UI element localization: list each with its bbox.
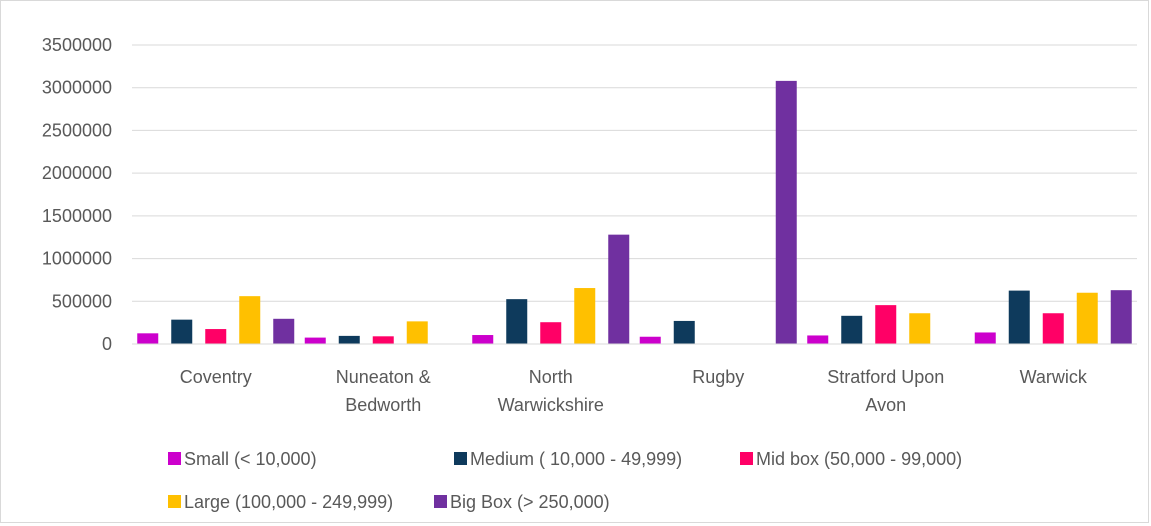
y-tick-label: 2500000 <box>42 120 112 140</box>
y-tick-label: 500000 <box>52 291 112 311</box>
legend-swatch <box>168 452 181 465</box>
bar-series-2 <box>171 319 193 344</box>
bar-series-2 <box>841 315 863 344</box>
legend-swatch <box>454 452 467 465</box>
x-axis-categories: Coventry Nuneaton & Bedworth North Warwicksh… <box>180 367 1088 415</box>
bar-series-5 <box>608 234 630 344</box>
x-category-label: Warwick <box>1020 367 1088 387</box>
legend-swatch <box>168 495 181 508</box>
bar-series-2 <box>673 320 695 344</box>
bar-series-3 <box>372 336 394 344</box>
bar-series-4 <box>1076 292 1098 344</box>
legend-label: Big Box (> 250,000) <box>450 492 610 512</box>
x-category-label: Nuneaton & <box>336 367 431 387</box>
legend-label: Mid box (50,000 - 99,000) <box>756 449 962 469</box>
legend-swatch <box>434 495 447 508</box>
y-tick-label: 3000000 <box>42 78 112 98</box>
y-axis-ticks: 0 500000 1000000 1500000 2000000 2500000 30000… <box>42 35 112 354</box>
bars <box>137 80 1132 344</box>
bar-series-1 <box>974 332 996 344</box>
bar-series-4 <box>406 321 428 344</box>
bar-series-1 <box>304 337 326 344</box>
x-category-label: North <box>529 367 573 387</box>
bar-series-1 <box>472 335 494 344</box>
gridlines <box>132 44 1137 302</box>
x-category-label: Avon <box>865 395 906 415</box>
legend-label: Small (< 10,000) <box>184 449 317 469</box>
y-tick-label: 0 <box>102 334 112 354</box>
legend-swatch <box>740 452 753 465</box>
y-tick-label: 1500000 <box>42 206 112 226</box>
bar-series-3 <box>875 305 897 344</box>
bar-series-1 <box>639 336 661 344</box>
bar-series-2 <box>1008 290 1030 344</box>
x-category-label: Stratford Upon <box>827 367 944 387</box>
bar-series-3 <box>1042 313 1064 344</box>
legend-label: Large (100,000 - 249,999) <box>184 492 393 512</box>
bar-series-3 <box>540 322 562 344</box>
y-tick-label: 3500000 <box>42 35 112 55</box>
x-category-label: Coventry <box>180 367 252 387</box>
legend: Small (< 10,000) Medium ( 10,000 - 49,999… <box>168 449 962 512</box>
bar-series-4 <box>574 288 596 344</box>
y-tick-label: 2000000 <box>42 163 112 183</box>
bar-series-1 <box>807 335 829 344</box>
x-category-label: Rugby <box>692 367 744 387</box>
x-category-label: Bedworth <box>345 395 421 415</box>
bar-series-5 <box>775 80 797 344</box>
y-tick-label: 1000000 <box>42 249 112 269</box>
bar-series-4 <box>239 296 261 344</box>
bar-series-2 <box>338 335 360 344</box>
x-category-label: Warwickshire <box>498 395 604 415</box>
bar-series-3 <box>205 329 227 344</box>
bar-series-5 <box>273 318 295 344</box>
bar-series-1 <box>137 333 159 344</box>
bar-series-5 <box>1110 290 1132 344</box>
bar-series-4 <box>909 313 931 344</box>
legend-label: Medium ( 10,000 - 49,999) <box>470 449 682 469</box>
bar-series-2 <box>506 299 528 344</box>
